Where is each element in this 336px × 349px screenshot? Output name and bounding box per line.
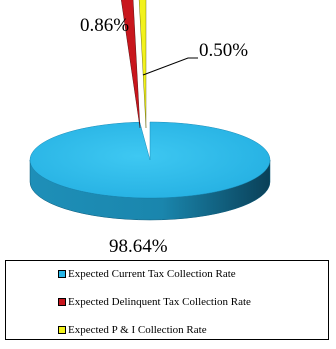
legend-label-p-and-i: Expected P & I Collection Rate	[68, 324, 207, 336]
slice-p-and-i	[138, 0, 147, 129]
slice-current-tax	[29, 121, 271, 199]
pie-chart: 98.64% 0.86% 0.50%	[29, 0, 271, 257]
legend-swatch-delinquent-tax	[58, 298, 66, 306]
legend-swatch-current-tax	[58, 270, 66, 278]
legend-label-current-tax: Expected Current Tax Collection Rate	[68, 268, 236, 280]
slice-delinquent-tax	[121, 0, 141, 129]
leader-line	[142, 57, 198, 76]
legend-item-p-and-i: Expected P & I Collection Rate	[58, 324, 207, 336]
legend-item-delinquent-tax: Expected Delinquent Tax Collection Rate	[58, 296, 251, 308]
legend: Expected Current Tax Collection Rate Exp…	[5, 260, 329, 340]
data-label-p-and-i: 0.50%	[199, 40, 248, 61]
data-label-delinquent-tax: 0.86%	[80, 15, 129, 36]
data-label-current-tax: 98.64%	[109, 236, 168, 257]
legend-item-current-tax: Expected Current Tax Collection Rate	[58, 268, 236, 280]
legend-swatch-p-and-i	[58, 326, 66, 334]
legend-label-delinquent-tax: Expected Delinquent Tax Collection Rate	[68, 296, 251, 308]
